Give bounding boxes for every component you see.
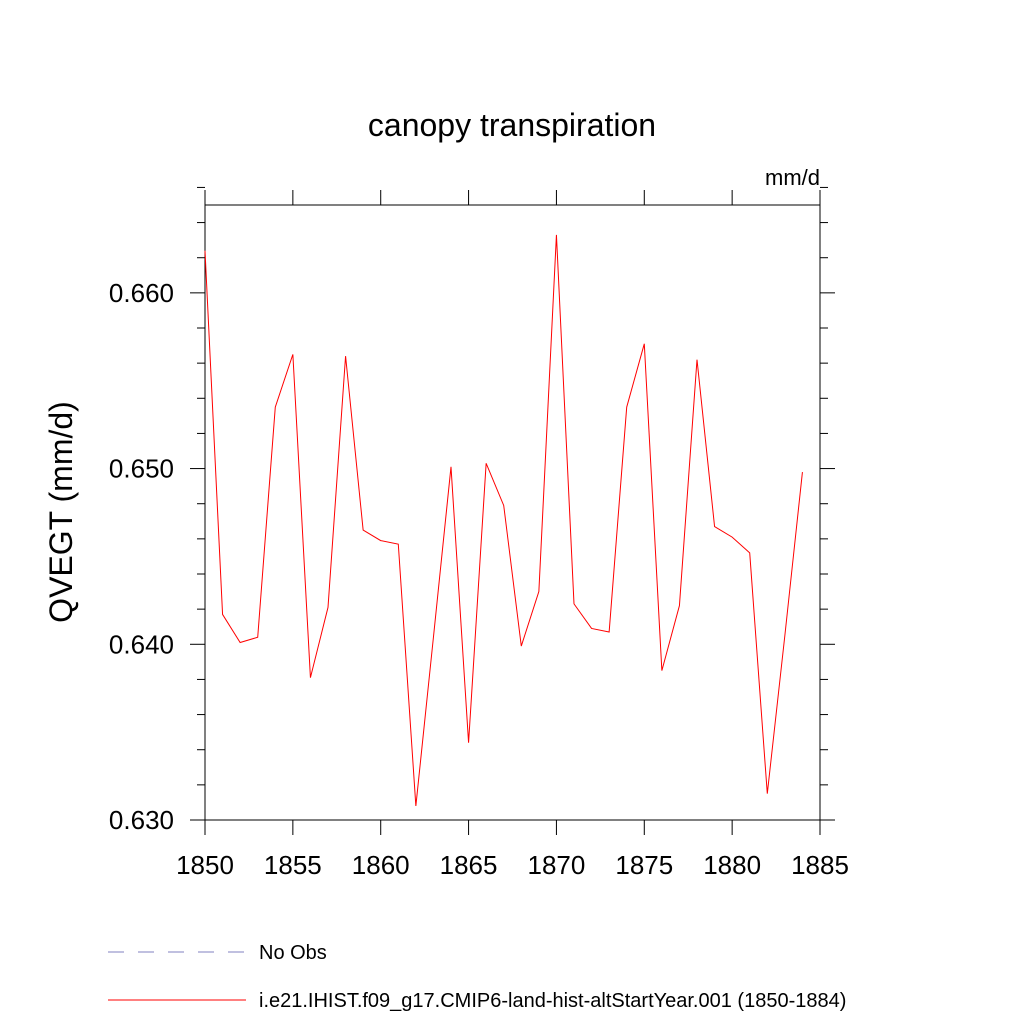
chart-title: canopy transpiration bbox=[368, 107, 656, 143]
units-label: mm/d bbox=[765, 165, 820, 190]
y-tick-label: 0.630 bbox=[109, 805, 174, 835]
x-tick-label: 1865 bbox=[440, 850, 498, 880]
x-tick-label: 1870 bbox=[528, 850, 586, 880]
plot-frame bbox=[204, 204, 821, 821]
x-tick-label: 1885 bbox=[791, 850, 849, 880]
series-line bbox=[204, 234, 803, 806]
series-lines bbox=[204, 234, 803, 806]
y-tick-label: 0.660 bbox=[109, 278, 174, 308]
axis-ticks bbox=[190, 186, 835, 835]
y-axis-label: QVEGT (mm/d) bbox=[43, 401, 79, 623]
x-tick-label: 1850 bbox=[176, 850, 234, 880]
legend-label-no-obs: No Obs bbox=[259, 942, 327, 964]
y-tick-label: 0.640 bbox=[109, 629, 174, 659]
x-tick-label: 1860 bbox=[352, 850, 410, 880]
legend: No Obs i.e21.IHIST.f09_g17.CMIP6-land-hi… bbox=[108, 942, 846, 1012]
x-tick-label: 1855 bbox=[264, 850, 322, 880]
legend-label-model: i.e21.IHIST.f09_g17.CMIP6-land-hist-altS… bbox=[259, 990, 846, 1012]
y-tick-label: 0.650 bbox=[109, 454, 174, 484]
tick-labels: 1850 1855 1860 1865 1870 1875 1880 1885 0.630 0.6… bbox=[109, 278, 849, 880]
x-tick-label: 1875 bbox=[615, 850, 673, 880]
x-tick-label: 1880 bbox=[703, 850, 761, 880]
